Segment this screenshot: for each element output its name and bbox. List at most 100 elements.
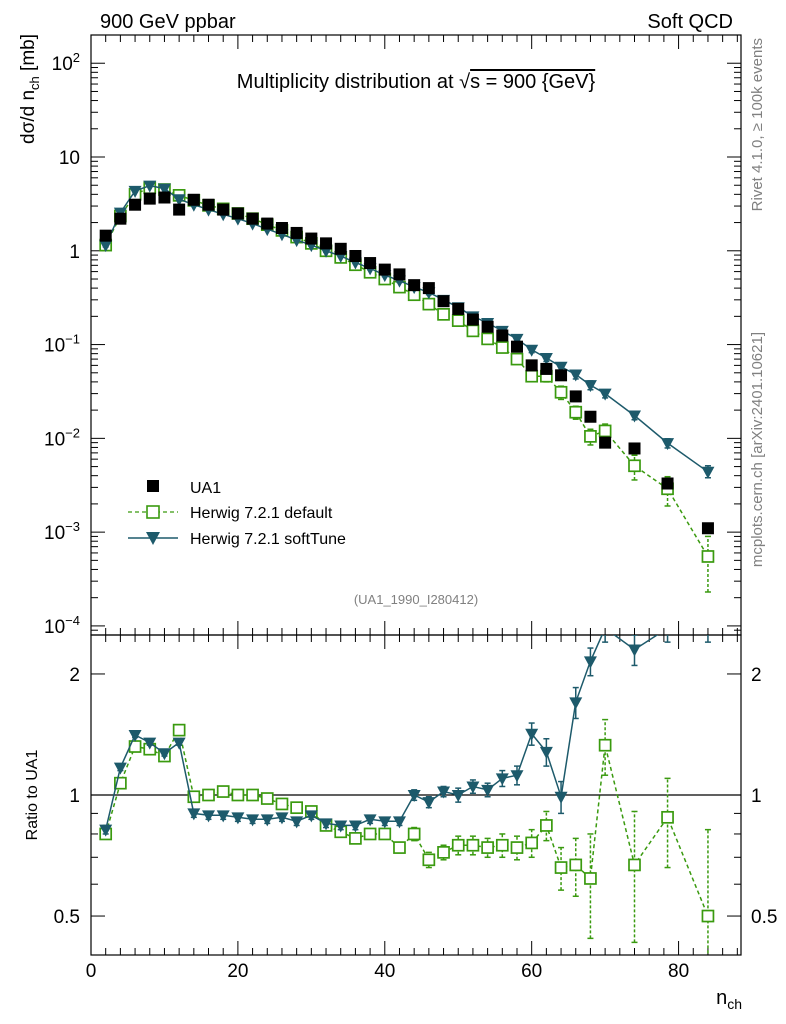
main-ua1-point [349,249,362,262]
ratio-default-point [466,838,480,852]
main-ua1-point [701,522,714,535]
main-ua1-point [510,340,523,353]
ratio-default-point [407,827,421,841]
main-ua1-point [452,302,465,315]
ratio-default-point [378,827,392,841]
main-softtune-point [510,333,524,346]
legend-softtune-label: Herwig 7.2.1 softTune [190,531,346,548]
ratio-default-point [275,797,289,811]
main-ua1-point [187,193,200,206]
legend-ua1-marker [147,480,159,492]
legend-ua1-label: UA1 [190,480,221,497]
ratio-softtune-point [231,812,245,825]
main-y-tick-label: 1 [69,242,80,263]
ratio-softtune-point [113,762,127,775]
ratio-softtune-point [605,635,606,636]
ylabel-main: dσ/d n [18,90,39,144]
main-default-point [628,459,641,473]
main-ua1-point [584,410,597,423]
ratio-softtune-point [216,810,230,823]
y-tick-exponent: −4 [65,613,80,628]
ratio-softtune-point [554,791,568,804]
main-ua1-point [158,191,171,204]
ratio-softtune-point [99,824,113,837]
y-tick-exponent: −2 [65,425,80,440]
y-tick-base: 10 [52,54,73,75]
main-plot-frame [90,34,742,636]
main-softtune-point [99,240,113,253]
ratio-default-point [393,841,406,854]
main-ua1-point [202,198,215,211]
main-ua1-point [496,329,509,342]
x-tick-label: 20 [227,961,248,982]
ratio-default-point [422,853,436,867]
header-right: Soft QCD [647,11,733,33]
ratio-softtune-point [583,656,597,669]
ratio-default-point [187,790,201,804]
ratio-softtune-point [202,810,216,823]
y-tick-exponent: −3 [65,519,80,534]
title-sqrt: √ [459,71,470,93]
main-ua1-point [525,359,538,372]
y-tick-base: 10 [44,523,65,544]
ratio-softtune-point [348,820,362,833]
main-default-point [466,324,480,338]
main-softtune-point [569,369,583,382]
main-ua1-point [290,226,303,239]
main-ua1-point [481,320,494,333]
ratio-default-point [495,838,509,852]
header-left: 900 GeV ppbar [100,11,236,33]
main-ua1-point [275,221,288,234]
main-ua1-point [569,390,582,403]
main-y-tick-label: 10−2 [44,425,80,450]
y-tick-base: 10 [59,148,80,169]
main-softtune-point [628,410,642,423]
ratio-default-point [216,785,230,798]
main-default-line [105,187,709,557]
ratio-softtune-point [275,812,289,825]
main-ua1-point [661,477,674,490]
main-softtune-point [525,344,539,357]
ratio-default-point [231,788,245,802]
ratio-softtune-point [539,746,553,759]
y-tick-base: 10 [44,617,65,638]
main-y-tick-label: 10 [59,148,80,169]
xlabel-main: n [716,987,727,1009]
ratio-default-point [172,723,186,737]
ratio-default-point [451,838,465,852]
main-ua1-point [422,282,435,295]
title-prefix: Multiplicity distribution at [237,71,459,93]
main-default-point [569,405,583,419]
x-tick-label: 80 [668,961,689,982]
main-ua1-point [114,212,127,225]
ratio-softtune-point [422,797,436,810]
x-axis-label: nch [716,987,742,1012]
main-default-point [525,369,539,383]
main-ua1-point [393,268,406,281]
main-default-point [437,308,450,321]
rivet-label: Rivet 4.1.0, ≥ 100k events [749,38,766,211]
ratio-softtune-point [304,810,318,823]
main-ua1-point [540,362,553,375]
ratio-default-point [584,872,597,885]
ratio-axes: 0 20 40 60 80 1 1 2 2 0.5 0.5 [54,635,777,982]
ylabel-unit: [mb] [18,34,39,76]
ratio-default-point [349,832,362,845]
main-plot-title: Multiplicity distribution at √s = 900 {G… [237,71,596,93]
xlabel-sub: ch [727,996,742,1012]
ratio-softtune-point [172,737,186,750]
main-ua1-point [628,442,641,455]
main-ua1-point [246,212,259,225]
ratio-softtune-point [451,790,465,802]
ratio-default-line [104,728,709,917]
main-y-tick-label: 10−4 [44,613,80,638]
main-ua1-point [378,263,391,276]
main-default-point [422,297,436,311]
title-suffix: s = 900 {GeV} [470,71,595,93]
ratio-softtune-point [510,770,524,783]
ratio-default-point [701,909,715,923]
ratio-softtune-point [128,730,142,743]
ratio-default-point [628,858,641,872]
ylabel-sub: ch [27,76,42,90]
